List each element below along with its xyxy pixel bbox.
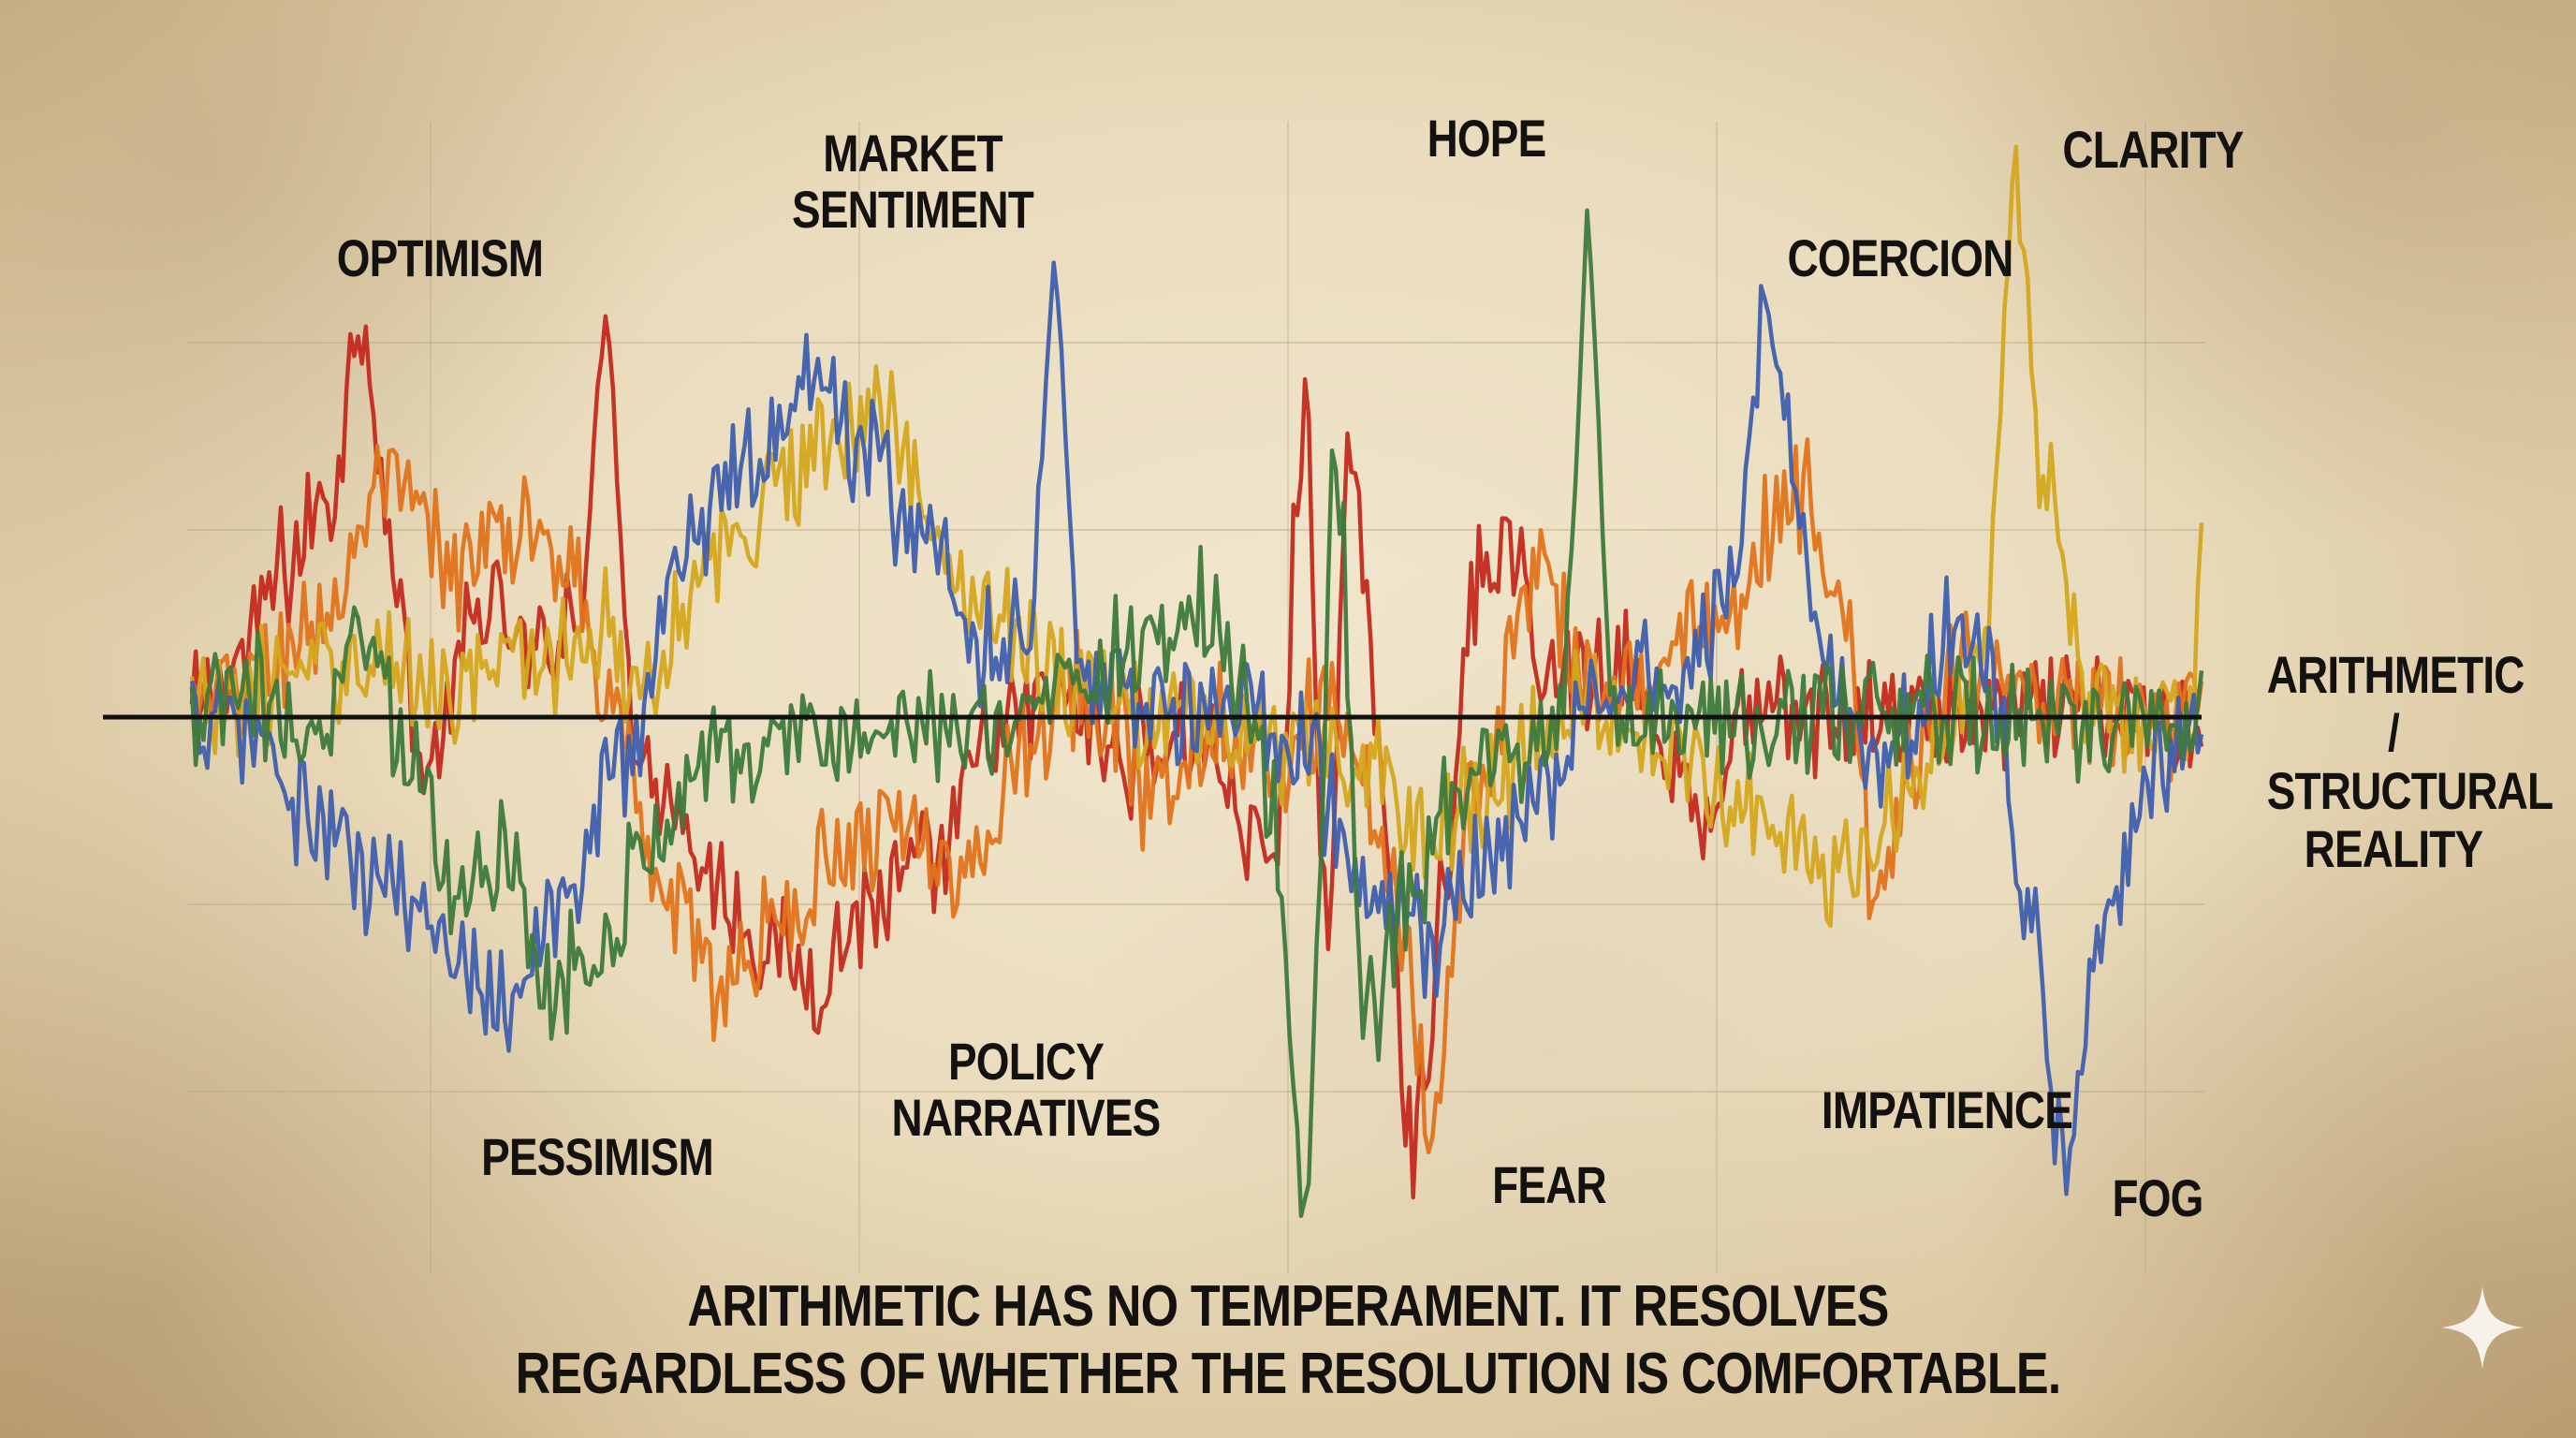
label-pessimism: PESSIMISM xyxy=(481,1127,714,1186)
label-clarity: CLARITY xyxy=(2062,120,2244,179)
label-fog: FOG xyxy=(2112,1168,2203,1227)
chart-caption: ARITHMETIC HAS NO TEMPERAMENT. IT RESOLV… xyxy=(515,1274,2062,1406)
label-policy-narratives: POLICY NARRATIVES xyxy=(891,1032,1162,1147)
chart-series-layer xyxy=(189,144,2204,1219)
label-fear: FEAR xyxy=(1492,1155,1607,1214)
reference-line-label: ARITHMETIC / STRUCTURAL REALITY xyxy=(2266,645,2554,878)
label-impatience: IMPATIENCE xyxy=(1821,1080,2073,1139)
label-optimism: OPTIMISM xyxy=(336,228,544,287)
series-line-3 xyxy=(189,144,2204,929)
label-hope: HOPE xyxy=(1427,109,1547,168)
series-line-5 xyxy=(189,208,2204,1219)
series-line-4 xyxy=(189,260,2204,1196)
label-coercion: COERCION xyxy=(1787,228,2014,287)
sparkle-icon xyxy=(2441,1286,2524,1369)
label-market-sentiment: MARKET SENTIMENT xyxy=(792,124,1034,239)
